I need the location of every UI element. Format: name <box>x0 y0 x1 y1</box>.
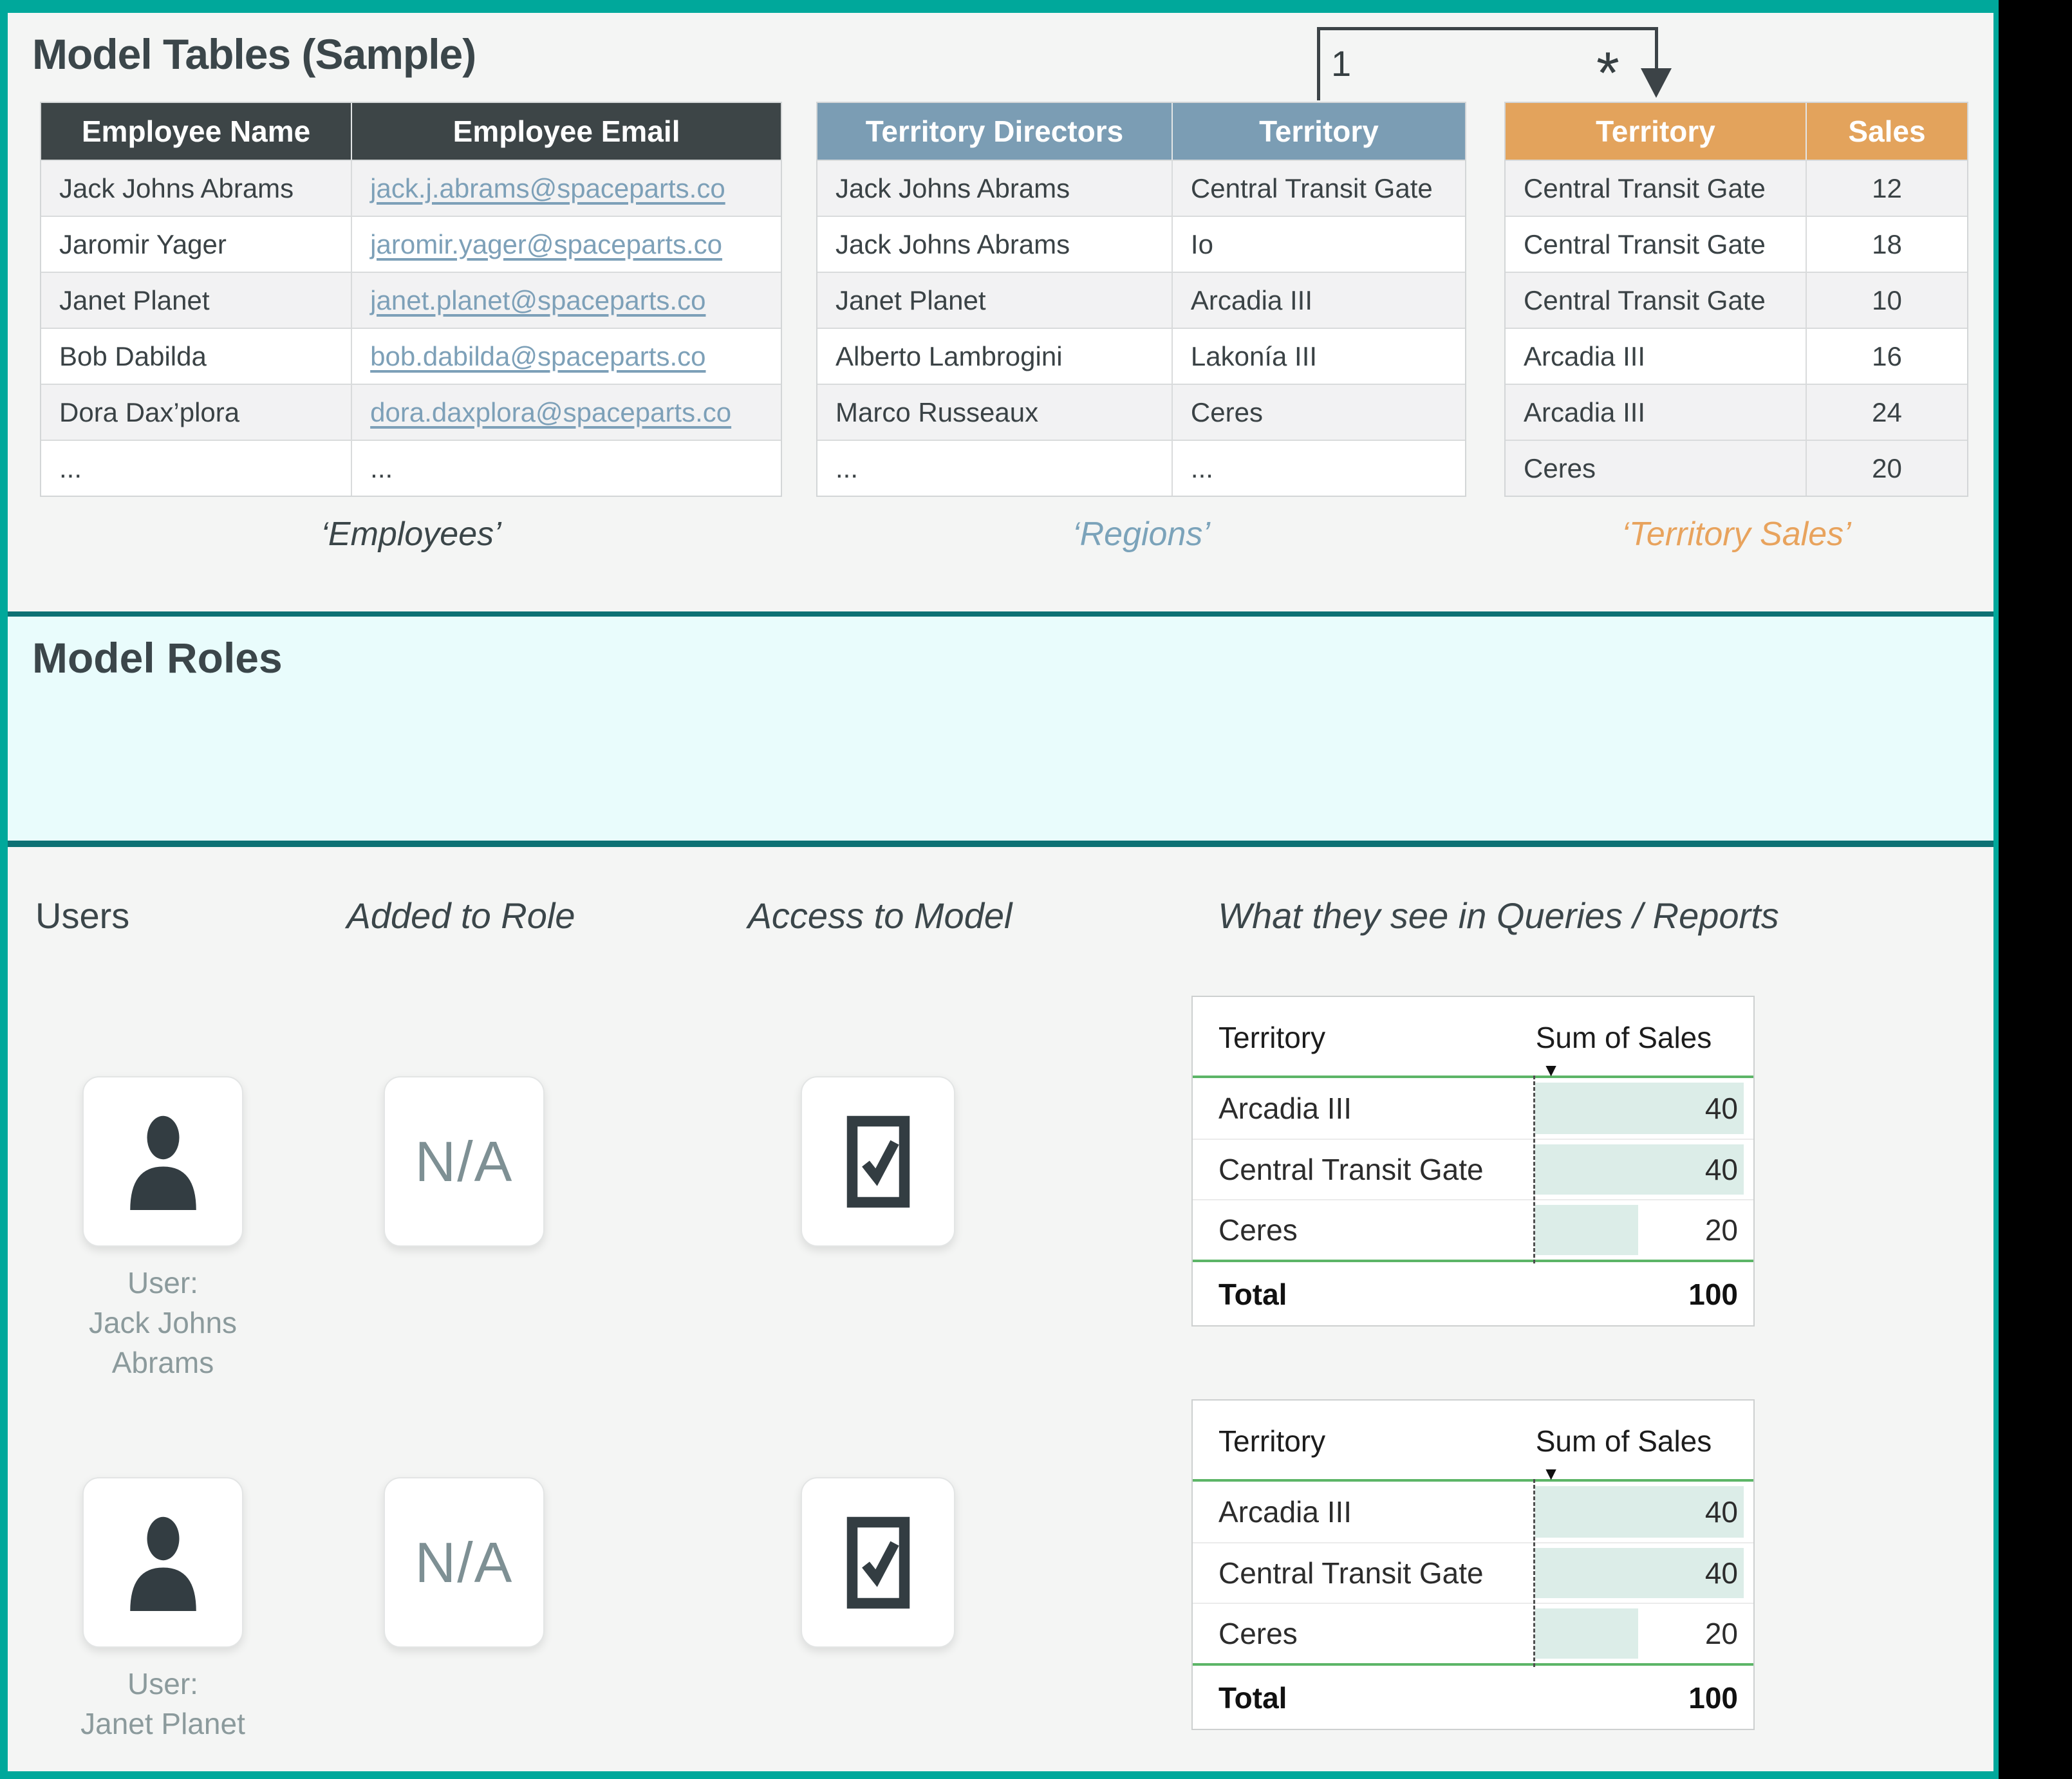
territory-sales-table-header: Territory Sales <box>1506 103 1967 160</box>
model-tables-title: Model Tables (Sample) <box>32 30 476 78</box>
added-to-role-card: N/A <box>384 1477 545 1648</box>
user-card <box>82 1076 243 1247</box>
table-row: Jack Johns Abrams jack.j.abrams@spacepar… <box>41 160 781 216</box>
section-divider <box>8 611 1993 617</box>
table-row: Central Transit Gate 12 <box>1506 160 1967 216</box>
na-label: N/A <box>415 1530 514 1594</box>
column-header: Territory Directors <box>817 103 1173 160</box>
person-icon <box>129 1516 196 1611</box>
email-link[interactable]: jack.j.abrams@spaceparts.co <box>370 172 725 203</box>
relationship-connector-line <box>1317 27 1320 100</box>
email-link[interactable]: janet.planet@spaceparts.co <box>370 284 706 315</box>
employees-caption: ‘Employees’ <box>321 516 501 553</box>
report-row: Arcadia III 40 <box>1193 1078 1753 1139</box>
report-table-header: Territory Sum of Sales ▼ <box>1193 1401 1753 1484</box>
table-row: Alberto Lambrogini Lakonía III <box>817 328 1465 384</box>
user-label: User: Jack Johns Abrams <box>88 1266 238 1379</box>
report-column-territory: Territory <box>1218 1021 1326 1054</box>
data-bar <box>1535 1205 1639 1255</box>
column-header: Territory <box>1172 103 1465 160</box>
report-row: Ceres 20 <box>1193 1199 1753 1260</box>
relationship-one-label: 1 <box>1331 43 1352 84</box>
table-row: Central Transit Gate 18 <box>1506 216 1967 272</box>
report-column-separator <box>1533 1076 1535 1263</box>
report-column-sum-of-sales: Sum of Sales ▼ <box>1535 1021 1712 1080</box>
employees-table-header: Employee Name Employee Email <box>41 103 781 160</box>
email-link[interactable]: bob.dabilda@spaceparts.co <box>370 340 706 371</box>
added-to-role-column-header: Added to Role <box>346 895 575 936</box>
regions-table: Territory Directors Territory Jack Johns… <box>816 102 1466 497</box>
report-column-sum-of-sales: Sum of Sales ▼ <box>1535 1424 1712 1484</box>
table-row: Jack Johns Abrams Io <box>817 216 1465 272</box>
regions-table-header: Territory Directors Territory <box>817 103 1465 160</box>
model-roles-title: Model Roles <box>32 634 283 682</box>
email-link[interactable]: jaromir.yager@spaceparts.co <box>370 228 723 259</box>
relationship-connector-line <box>1317 27 1658 30</box>
data-bar <box>1535 1608 1639 1659</box>
relationship-arrow-icon <box>1641 68 1672 98</box>
report-row: Arcadia III 40 <box>1193 1482 1753 1542</box>
model-roles-section <box>8 617 1993 841</box>
column-header: Employee Name <box>41 103 353 160</box>
report-row: Central Transit Gate 40 <box>1193 1139 1753 1199</box>
employees-table: Employee Name Employee Email Jack Johns … <box>40 102 782 497</box>
column-header: Employee Email <box>352 103 781 160</box>
user-label: User: Janet Planet <box>80 1667 245 1740</box>
territory-sales-table: Territory Sales Central Transit Gate 12 … <box>1504 102 1968 497</box>
table-row: Janet Planet janet.planet@spaceparts.co <box>41 272 781 328</box>
regions-caption: ‘Regions’ <box>1072 516 1210 553</box>
checkbox-checked-icon <box>846 1516 910 1608</box>
report-table: Territory Sum of Sales ▼ Arcadia III 40 … <box>1191 996 1755 1327</box>
report-column-separator <box>1533 1479 1535 1667</box>
report-total-rule <box>1193 1663 1753 1666</box>
table-row: Dora Dax’plora dora.daxplora@spaceparts.… <box>41 384 781 440</box>
report-total-row: Total 100 <box>1218 1681 1738 1715</box>
email-link[interactable]: dora.daxplora@spaceparts.co <box>370 396 732 427</box>
access-to-model-card <box>801 1076 955 1247</box>
report-row: Central Transit Gate 40 <box>1193 1542 1753 1603</box>
table-row: Arcadia III 24 <box>1506 384 1967 440</box>
user-card <box>82 1477 243 1648</box>
table-row: Central Transit Gate 10 <box>1506 272 1967 328</box>
section-divider <box>8 841 1993 847</box>
relationship-many-label: * <box>1596 41 1619 106</box>
access-to-model-column-header: Access to Model <box>747 895 1013 936</box>
column-header: Sales <box>1807 103 1967 160</box>
relationship-connector-line <box>1655 27 1658 72</box>
table-row: Marco Russeaux Ceres <box>817 384 1465 440</box>
report-row: Ceres 20 <box>1193 1603 1753 1663</box>
data-bar <box>1535 1144 1744 1195</box>
added-to-role-card: N/A <box>384 1076 545 1247</box>
table-row-ellipsis: ... ... <box>41 440 781 496</box>
report-total-row: Total 100 <box>1218 1278 1738 1311</box>
report-total-rule <box>1193 1260 1753 1262</box>
sort-descending-icon[interactable]: ▼ <box>1542 1060 1560 1080</box>
table-row: Arcadia III 16 <box>1506 328 1967 384</box>
users-column-header: Users <box>35 895 130 936</box>
table-row: Jack Johns Abrams Central Transit Gate <box>817 160 1465 216</box>
report-header-rule <box>1193 1479 1753 1482</box>
person-icon <box>129 1115 196 1210</box>
data-bar <box>1535 1486 1744 1538</box>
territory-sales-caption: ‘Territory Sales’ <box>1621 516 1851 553</box>
checkbox-checked-icon <box>846 1115 910 1207</box>
table-row: Janet Planet Arcadia III <box>817 272 1465 328</box>
report-table: Territory Sum of Sales ▼ Arcadia III 40 … <box>1191 1399 1755 1730</box>
table-row: Jaromir Yager jaromir.yager@spaceparts.c… <box>41 216 781 272</box>
report-table-header: Territory Sum of Sales ▼ <box>1193 997 1753 1080</box>
column-header: Territory <box>1506 103 1807 160</box>
report-column-territory: Territory <box>1218 1424 1326 1458</box>
table-row: Ceres 20 <box>1506 440 1967 496</box>
table-row: Bob Dabilda bob.dabilda@spaceparts.co <box>41 328 781 384</box>
access-to-model-card <box>801 1477 955 1648</box>
data-bar <box>1535 1083 1744 1134</box>
report-header-rule <box>1193 1076 1753 1078</box>
reports-column-header: What they see in Queries / Reports <box>1218 895 1779 936</box>
na-label: N/A <box>415 1129 514 1193</box>
sort-descending-icon[interactable]: ▼ <box>1542 1464 1560 1484</box>
data-bar <box>1535 1548 1744 1598</box>
table-row-ellipsis: ... ... <box>817 440 1465 496</box>
